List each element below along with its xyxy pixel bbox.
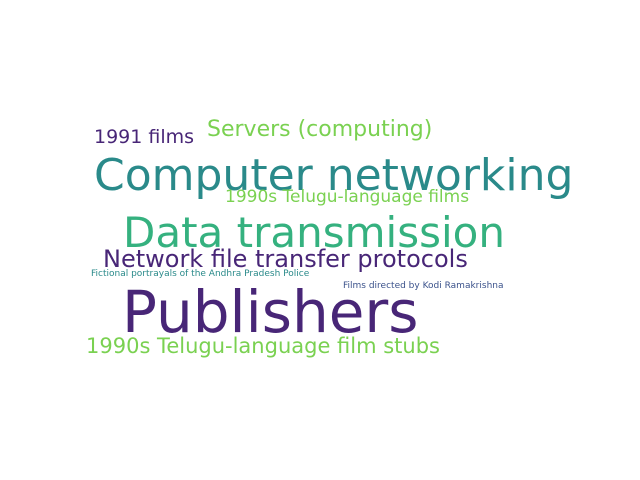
word-computer-networking: Computer networking: [94, 150, 574, 201]
word-data-transmission: Data transmission: [123, 208, 505, 257]
word-1990s-telugu-film-stubs: 1990s Telugu-language film stubs: [86, 334, 440, 358]
word-1991-films: 1991 films: [94, 126, 195, 148]
word-servers-computing: Servers (computing): [207, 117, 433, 142]
word-films-directed-kodi-ramakrishna: Films directed by Kodi Ramakrishna: [343, 281, 504, 291]
word-1990s-telugu-films: 1990s Telugu-language films: [225, 187, 470, 207]
word-network-file-transfer-protocols: Network file transfer protocols: [103, 245, 468, 273]
word-publishers: Publishers: [122, 278, 419, 346]
word-fictional-portrayals-andhra-police: Fictional portrayals of the Andhra Prade…: [91, 269, 310, 279]
